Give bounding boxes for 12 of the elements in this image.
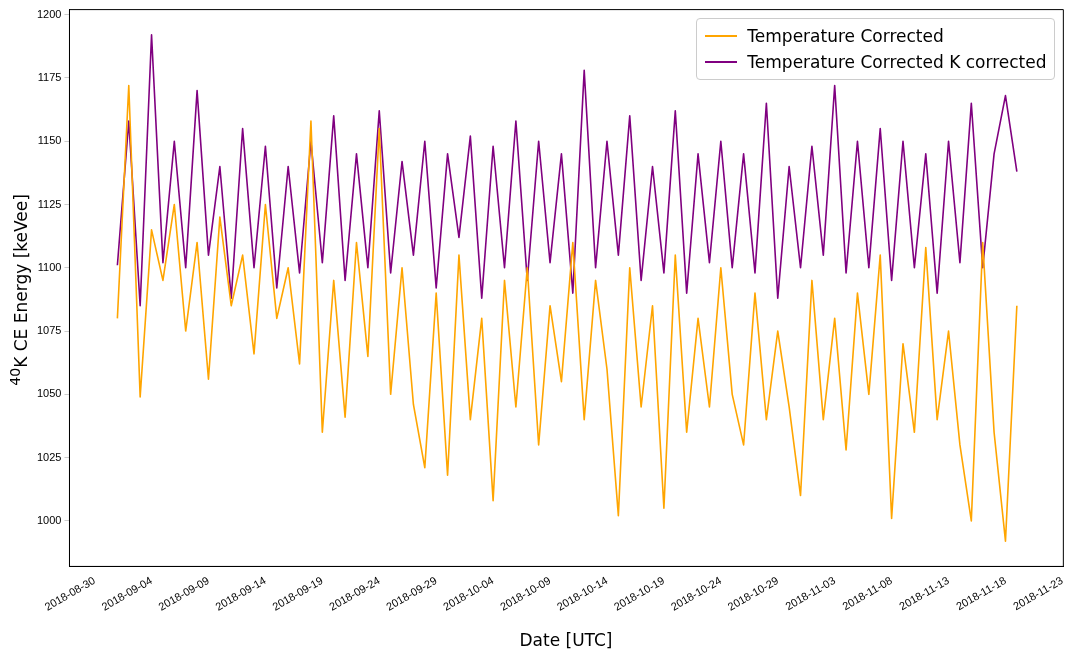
y-tick-label: 1100 [37,260,62,273]
y-tick-label: 1050 [36,387,62,400]
y-tick-label: 1125 [37,197,62,210]
y-tick-label: 1200 [36,7,62,20]
y-tick-label: 1000 [36,513,62,526]
y-tick-label: 1150 [37,134,62,147]
x-axis-title: Date [UTC] [518,630,614,650]
y-tick-label: 1175 [37,70,62,83]
y-tick-label: 1075 [36,324,62,337]
legend-label: Temperature Corrected [747,25,944,46]
legend-label: Temperature Corrected K corrected [747,51,1047,72]
y-tick-label: 1025 [36,450,62,463]
